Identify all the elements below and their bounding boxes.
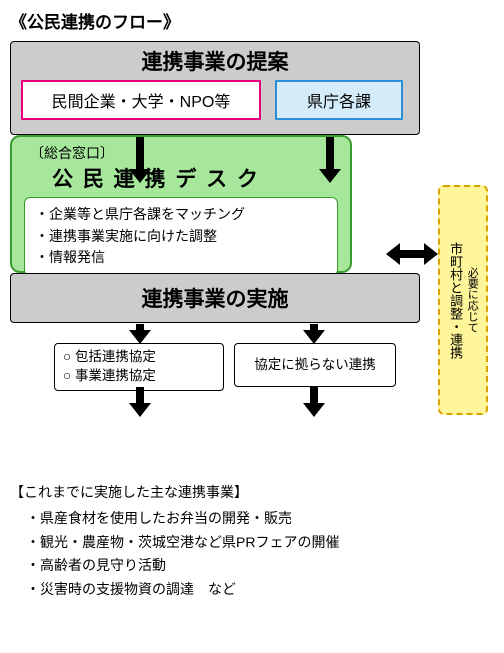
prefecture-box: 県庁各課	[275, 80, 403, 120]
agreement-item: ○ 事業連携協定	[63, 367, 215, 386]
municipal-main: 市町村と調整・連携	[448, 242, 462, 359]
examples-header: 【これまでに実施した主な連携事業】	[10, 481, 480, 505]
implementation-box: 連携事業の実施	[10, 273, 420, 323]
municipal-sub: 必要に応じて	[466, 267, 478, 333]
proposal-header: 連携事業の提案	[21, 46, 409, 76]
private-sector-box: 民間企業・大学・NPO等	[21, 80, 261, 120]
arrow-down-icon	[326, 137, 334, 173]
arrow-down-icon	[310, 387, 318, 407]
municipal-box: 市町村と調整・連携 必要に応じて	[438, 185, 488, 415]
informal-agreement-box: 協定に拠らない連携	[234, 343, 396, 387]
arrow-down-icon	[136, 324, 144, 334]
desk-functions: ・企業等と県庁各課をマッチング ・連携事業実施に向けた調整 ・情報発信	[24, 197, 338, 276]
formal-agreement-box: ○ 包括連携協定 ○ 事業連携協定	[54, 343, 224, 391]
desk-pretitle: 〔総合窓口〕	[30, 143, 338, 163]
arrow-down-icon	[136, 387, 144, 407]
proposal-box: 連携事業の提案 民間企業・大学・NPO等 県庁各課	[10, 41, 420, 135]
desk-box: 〔総合窓口〕 公 民 連 携 デ ス ク ・企業等と県庁各課をマッチング ・連携…	[10, 135, 352, 273]
arrow-down-icon	[310, 324, 318, 334]
arrow-down-icon	[136, 137, 144, 173]
desk-function-item: ・企業等と県庁各課をマッチング	[35, 204, 327, 226]
double-arrow-icon	[398, 250, 426, 258]
example-item: ・県産食材を使用したお弁当の開発・販売	[10, 507, 480, 531]
agreement-item: ○ 包括連携協定	[63, 348, 215, 367]
desk-function-item: ・情報発信	[35, 247, 327, 269]
page-title: 《公民連携のフロー》	[10, 8, 494, 33]
example-item: ・観光・農産物・茨城空港など県PRフェアの開催	[10, 531, 480, 555]
examples-section: 【これまでに実施した主な連携事業】 ・県産食材を使用したお弁当の開発・販売 ・観…	[10, 481, 480, 602]
example-item: ・高齢者の見守り活動	[10, 554, 480, 578]
desk-title: 公 民 連 携 デ ス ク	[52, 163, 338, 193]
flow-diagram: 連携事業の提案 民間企業・大学・NPO等 県庁各課 〔総合窓口〕 公 民 連 携…	[10, 41, 490, 579]
example-item: ・災害時の支援物資の調達 など	[10, 578, 480, 602]
desk-function-item: ・連携事業実施に向けた調整	[35, 226, 327, 248]
